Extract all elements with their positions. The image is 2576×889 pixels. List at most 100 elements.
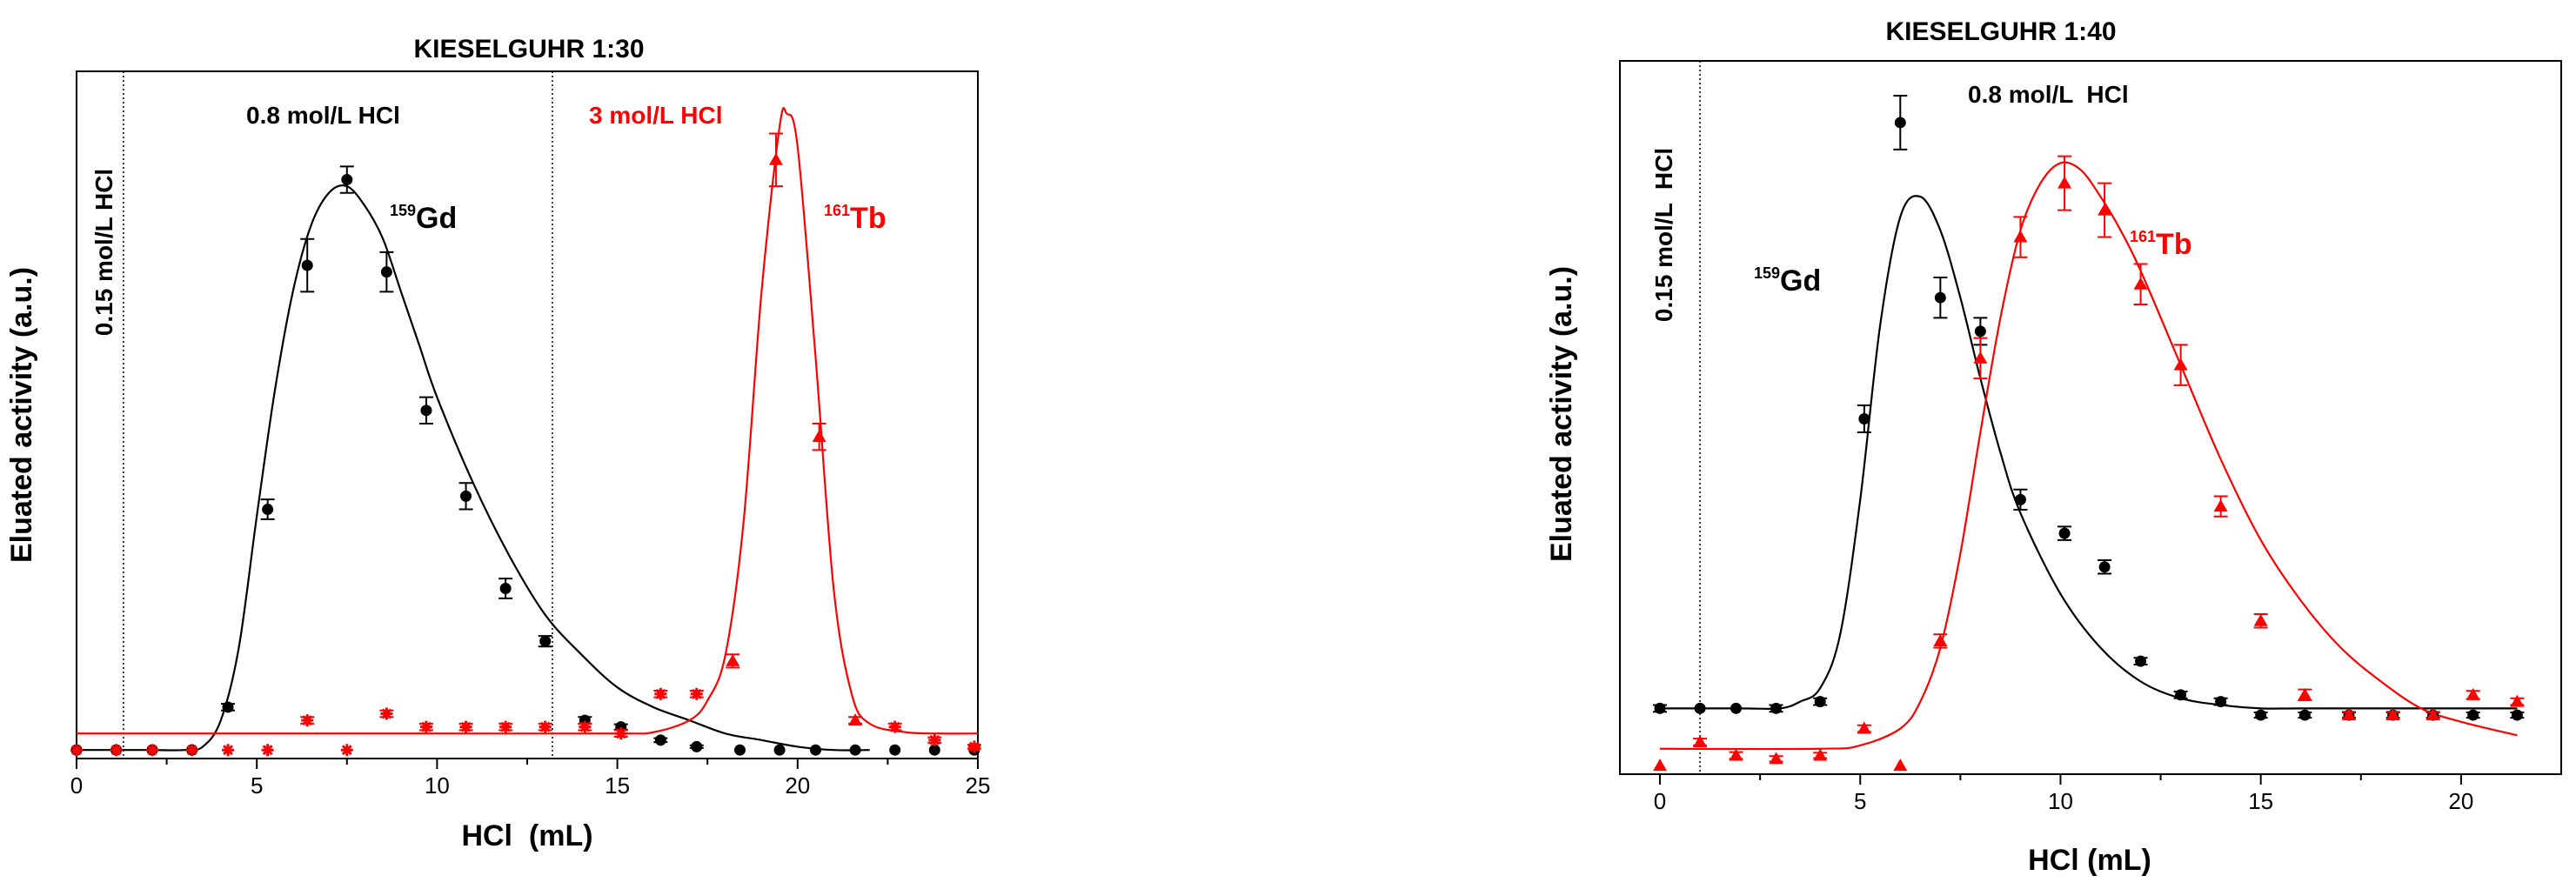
- chart-1-series-2-point: [768, 152, 783, 165]
- chart-1-fit-curve-0: [77, 184, 870, 752]
- chart-1-series-0-point: [380, 266, 392, 278]
- chart-2-series-1-point: [1857, 721, 1871, 734]
- chart-1-series-1-point: [301, 714, 314, 727]
- chart-2-series-0-point: [2467, 709, 2479, 721]
- chart-2-x-tick-label: 5: [1854, 788, 1866, 814]
- chart-1-label-gd-symbol: Gd: [416, 202, 457, 235]
- chart-2-series-1-point: [2466, 687, 2480, 700]
- chart-1-series-1-point: [499, 720, 512, 733]
- chart-2-x-tick-label: 10: [2048, 788, 2073, 814]
- chart-1-series-0-point: [691, 740, 703, 752]
- chart-1-series-1-point: [539, 720, 552, 733]
- chart-1-x-axis-label: HCl (mL): [461, 819, 592, 852]
- chart-2-series-1-point: [2013, 230, 2028, 243]
- chart-1-series-1-point: [185, 744, 198, 757]
- chart-1-series-1-point: [967, 740, 980, 753]
- chart-1-x-tick-label: 15: [605, 772, 630, 799]
- chart-1-series-0-point: [849, 744, 861, 756]
- chart-2-series-0-point: [2511, 709, 2523, 721]
- chart-1-annot-3-hcl: 3 mol/L HCl: [589, 102, 723, 129]
- chart-1-series-0-point: [654, 734, 666, 746]
- chart-1-series-0-point: [420, 404, 432, 417]
- chart-2-x-tick-label: 0: [1654, 788, 1666, 814]
- chart-1-series-1-point: [340, 744, 353, 757]
- chart-1-x-tick-label: 0: [70, 772, 83, 799]
- chart-2: KIESELGUHR 1:40 0 5 10 15 20 HCl (mL) Eluate…: [1545, 17, 2562, 877]
- chart-1-series-0-point: [499, 583, 512, 594]
- chart-1-fit-curve-1: [77, 107, 979, 735]
- chart-1-series-1-point: [888, 720, 901, 733]
- chart-2-series-1-point: [2298, 687, 2312, 700]
- chart-2-series-1-point: [2057, 176, 2072, 189]
- chart-2-series-1-point: [2253, 613, 2268, 626]
- chart-2-x-tick-label: 20: [2448, 788, 2473, 814]
- chart-2-series-1-point: [2425, 708, 2440, 721]
- chart-2-series-0-point: [2098, 561, 2111, 573]
- chart-1-series-0-point: [262, 504, 274, 516]
- chart-1: KIESELGUHR 1:30 0 5 10 15 20 25 HCl (mL) Elua…: [5, 35, 990, 852]
- chart-1-series-2-point: [812, 430, 826, 443]
- chart-2-series-1-point: [1933, 633, 1948, 646]
- chart-1-series-1-point: [690, 687, 703, 700]
- chart-2-series-1-point: [1729, 748, 1743, 761]
- chart-1-series-1-point: [654, 687, 667, 700]
- chart-2-series-0-point: [2014, 493, 2026, 505]
- chart-1-x-tick-label: 5: [251, 772, 263, 799]
- chart-2-series-0-point: [1934, 291, 1946, 304]
- chart-2-fit-curve-1: [1660, 161, 2518, 751]
- chart-1-series-1-point: [70, 744, 83, 757]
- chart-2-series-0-point: [2215, 696, 2227, 708]
- chart-1-label-tb-symbol: Tb: [850, 202, 887, 235]
- chart-2-series-0-point: [2255, 709, 2267, 721]
- chart-1-series-0-point: [301, 259, 313, 271]
- chart-1-series-0-point: [460, 490, 472, 502]
- chart-1-x-tick-label: 20: [785, 772, 810, 799]
- chart-1-series-0-point: [928, 744, 940, 756]
- chart-1-series-1-point: [928, 733, 941, 746]
- chart-2-series-1-point: [1653, 759, 1668, 772]
- chart-1-series-1-point: [579, 720, 592, 733]
- chart-1-annot-015-hcl: 0.15 mol/L HCl: [90, 169, 117, 336]
- chart-1-annot-08-hcl: 0.8 mol/L HCl: [246, 102, 400, 129]
- chart-1-x-axis: 0 5 10 15 20 25: [70, 759, 991, 799]
- chart-2-label-gd-symbol: Gd: [1780, 264, 1821, 297]
- chart-2-x-axis: 0 5 10 15 20: [1654, 774, 2473, 814]
- chart-2-series-0-point: [2058, 527, 2071, 539]
- chart-2-series-0-point: [2135, 655, 2147, 667]
- chart-2-series-0-point: [2175, 689, 2187, 701]
- chart-2-series-1-point: [2385, 708, 2400, 721]
- chart-1-series-0-point: [733, 744, 746, 756]
- chart-2-series-0-point: [1894, 117, 1906, 129]
- chart-2-series-1-point: [2213, 499, 2228, 512]
- chart-2-series-1-point: [2341, 708, 2356, 721]
- chart-2-annot-08-hcl: 0.8 mol/L HCl: [1968, 81, 2129, 108]
- chart-1-label-gd: 159Gd: [390, 202, 457, 235]
- chart-1-x-tick-label: 10: [425, 772, 450, 799]
- chart-2-title: KIESELGUHR 1:40: [1885, 17, 2116, 46]
- chart-1-series-1-point: [222, 744, 235, 757]
- chart-1-series-1-point: [110, 744, 123, 757]
- chart-1-x-tick-label: 25: [966, 772, 991, 799]
- chart-1-label-tb: 161Tb: [824, 202, 887, 235]
- chart-1-series-0-point: [810, 744, 822, 756]
- chart-2-series-1-point: [1693, 735, 1708, 748]
- chart-1-vlines: [123, 71, 553, 759]
- chart-2-series-0-point: [1730, 702, 1743, 714]
- chart-1-series-0-point: [889, 744, 901, 756]
- chart-2-series-1-point: [1973, 351, 1988, 364]
- chart-2-label-gd: 159Gd: [1754, 264, 1821, 297]
- chart-1-series-0-point: [539, 635, 552, 647]
- chart-1-label-tb-mass: 161: [824, 202, 850, 219]
- chart-1-series-2-point: [848, 713, 863, 726]
- chart-2-series-1-point: [2510, 694, 2525, 707]
- chart-1-data-points: [70, 132, 981, 757]
- chart-2-series-1-point: [2173, 358, 2188, 371]
- chart-1-series-0-point: [222, 701, 234, 713]
- chart-2-label-tb-symbol: Tb: [2156, 228, 2192, 261]
- chart-2-label-tb-mass: 161: [2130, 228, 2156, 245]
- chart-2-series-1-point: [1893, 759, 1908, 772]
- chart-2-series-0-point: [2298, 709, 2311, 721]
- chart-1-series-2-point: [726, 653, 740, 666]
- chart-2-series-0-point: [1858, 413, 1870, 425]
